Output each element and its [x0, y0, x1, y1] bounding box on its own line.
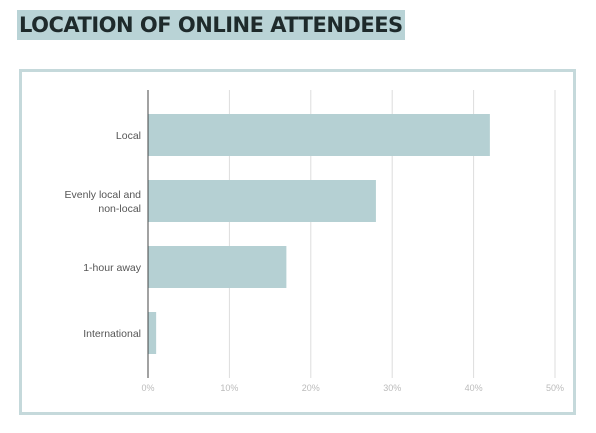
- tick-label: 40%: [465, 383, 483, 393]
- category-label: non-local: [98, 203, 141, 215]
- tick-label: 50%: [546, 383, 564, 393]
- chart-title: LOCATION OF ONLINE ATTENDEES: [17, 10, 405, 40]
- category-label: 1-hour away: [83, 262, 142, 274]
- bar: [148, 180, 376, 222]
- bar: [148, 246, 287, 288]
- bar: [148, 312, 157, 354]
- category-label: Evenly local and: [65, 189, 142, 201]
- chart-frame: [19, 69, 576, 415]
- bar: [148, 114, 490, 156]
- tick-label: 20%: [302, 383, 320, 393]
- category-label: International: [83, 328, 141, 340]
- tick-label: 10%: [220, 383, 238, 393]
- category-label: Local: [116, 130, 141, 142]
- tick-label: 0%: [141, 383, 154, 393]
- tick-label: 30%: [383, 383, 401, 393]
